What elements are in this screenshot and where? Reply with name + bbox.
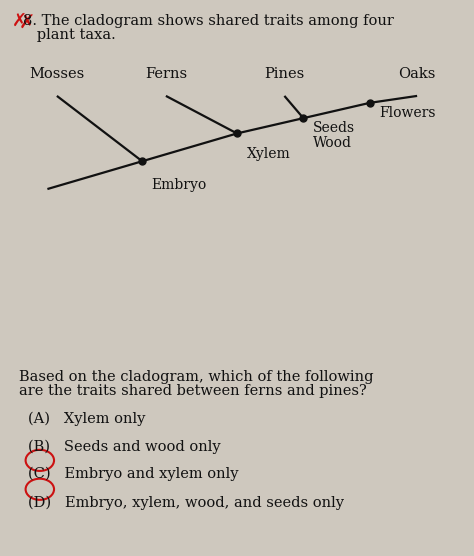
Text: 8. The cladogram shows shared traits among four: 8. The cladogram shows shared traits amo… <box>23 14 393 28</box>
Text: Oaks: Oaks <box>399 67 436 81</box>
Text: 8: 8 <box>19 14 29 31</box>
Text: (B)   Seeds and wood only: (B) Seeds and wood only <box>28 439 221 454</box>
Text: Ferns: Ferns <box>145 67 187 81</box>
Text: Seeds
Wood: Seeds Wood <box>313 121 355 150</box>
Text: (A)   Xylem only: (A) Xylem only <box>28 411 146 426</box>
Text: (D)   Embryo, xylem, wood, and seeds only: (D) Embryo, xylem, wood, and seeds only <box>28 496 345 510</box>
Text: Flowers: Flowers <box>379 106 436 120</box>
Text: (C)   Embryo and xylem only: (C) Embryo and xylem only <box>28 467 239 481</box>
Text: Pines: Pines <box>264 67 304 81</box>
Text: Mosses: Mosses <box>29 67 84 81</box>
Text: Embryo: Embryo <box>152 178 207 192</box>
Text: plant taxa.: plant taxa. <box>23 28 116 42</box>
Text: ✗: ✗ <box>12 12 27 30</box>
Text: are the traits shared between ferns and pines?: are the traits shared between ferns and … <box>19 384 367 398</box>
Text: ✗: ✗ <box>19 14 36 33</box>
Text: Based on the cladogram, which of the following: Based on the cladogram, which of the fol… <box>19 370 374 384</box>
Text: Xylem: Xylem <box>246 147 290 161</box>
